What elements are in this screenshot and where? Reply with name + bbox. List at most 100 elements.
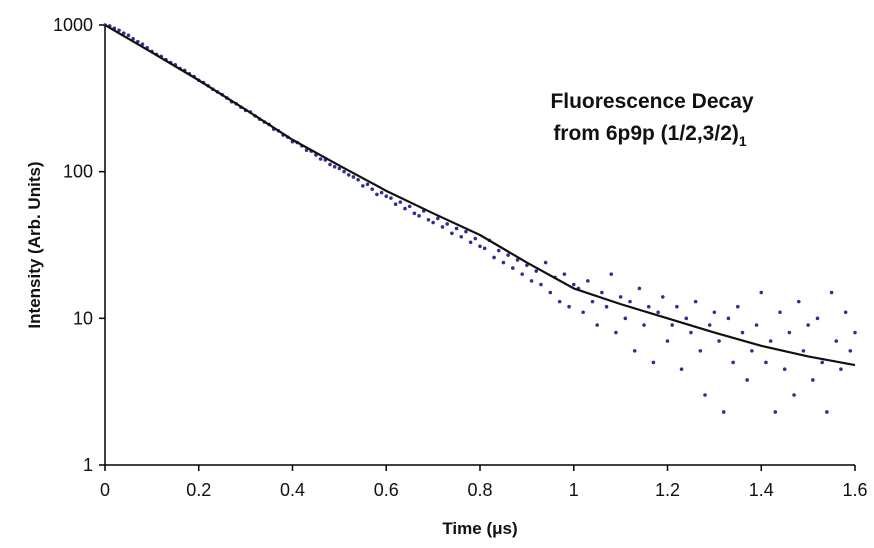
x-tick-label: 0.6 (374, 480, 399, 500)
data-point (436, 216, 440, 221)
data-point (389, 196, 393, 200)
data-point (698, 349, 703, 353)
data-point (787, 330, 792, 335)
data-point (586, 279, 590, 283)
data-point (450, 231, 454, 236)
data-point (140, 42, 145, 46)
data-point (665, 339, 670, 343)
data-point (534, 269, 539, 273)
data-point (811, 378, 815, 382)
y-tick-label: 10 (73, 308, 93, 328)
data-point (675, 304, 679, 309)
data-point (375, 192, 379, 197)
data-point (379, 190, 384, 195)
data-point (543, 260, 548, 265)
data-point (520, 272, 524, 276)
data-point (623, 316, 628, 321)
data-point (393, 202, 398, 207)
data-point (567, 304, 571, 309)
data-point (511, 266, 515, 270)
data-point (595, 323, 599, 327)
data-point (117, 28, 121, 33)
data-point (590, 299, 595, 304)
data-point (121, 31, 126, 35)
title-subscript: 1 (739, 133, 747, 149)
data-point (848, 349, 853, 353)
data-point (365, 182, 370, 187)
data-point (304, 148, 309, 153)
data-point (496, 248, 501, 253)
data-point (557, 299, 562, 304)
data-point (525, 263, 529, 268)
data-point (501, 260, 506, 265)
data-point (473, 236, 478, 241)
x-tick-label: 1.4 (749, 480, 774, 500)
data-point (679, 367, 684, 371)
data-point (342, 169, 346, 174)
x-axis-label: Time (μs) (442, 519, 517, 538)
x-tick-label: 1 (569, 480, 579, 500)
data-point (464, 229, 468, 234)
data-point (661, 295, 665, 299)
data-point (792, 393, 796, 397)
data-point (843, 310, 848, 315)
chart-title: from 6p9p (1/2,3/2)1 (553, 122, 747, 149)
data-point (478, 244, 482, 249)
chart-title: Fluorescence Decay (550, 90, 753, 113)
data-point (356, 178, 360, 182)
y-tick-label: 1 (83, 455, 93, 475)
title-line: from 6p9p (1/2,3/2) (553, 122, 739, 145)
data-point (707, 323, 712, 327)
data-point (370, 187, 374, 191)
data-point (614, 330, 618, 335)
data-point (745, 378, 749, 382)
data-point (468, 240, 473, 245)
data-point (693, 299, 698, 304)
data-point (731, 360, 735, 365)
y-tick-label: 100 (63, 162, 93, 182)
data-point (689, 330, 693, 335)
data-point (351, 175, 356, 179)
x-tick-label: 0.4 (280, 480, 305, 500)
data-point (717, 339, 721, 343)
data-point (637, 286, 642, 291)
data-point (684, 316, 689, 321)
data-point (529, 279, 534, 283)
data-point (820, 360, 824, 365)
data-point (651, 360, 656, 365)
x-tick-label: 1.2 (655, 480, 680, 500)
data-point (736, 304, 740, 309)
y-axis-label: Intensity (Arb. Units) (25, 161, 44, 328)
data-point (515, 258, 520, 262)
data-point (815, 316, 820, 321)
data-point (801, 349, 806, 353)
fit-line (104, 24, 856, 367)
data-point (764, 360, 768, 365)
data-point (632, 349, 637, 353)
data-point (806, 323, 810, 327)
data-point (703, 393, 707, 397)
data-point (562, 272, 567, 276)
data-point (778, 310, 782, 315)
data-point (754, 323, 759, 327)
data-point (318, 157, 323, 161)
data-point (642, 323, 646, 327)
data-point (782, 367, 787, 371)
data-point (426, 217, 431, 222)
data-point (346, 173, 351, 177)
y-tick-label: 1000 (53, 15, 93, 35)
data-point (548, 290, 553, 295)
data-point (571, 282, 576, 287)
data-point (759, 290, 764, 295)
x-tick-label: 0 (100, 480, 110, 500)
data-point (618, 295, 623, 299)
data-point (600, 290, 604, 295)
data-point (407, 204, 412, 209)
data-point (834, 339, 839, 343)
data-point (796, 299, 801, 304)
data-point (431, 220, 435, 225)
data-point (609, 272, 614, 276)
data-point (646, 304, 651, 309)
data-point (384, 194, 389, 199)
